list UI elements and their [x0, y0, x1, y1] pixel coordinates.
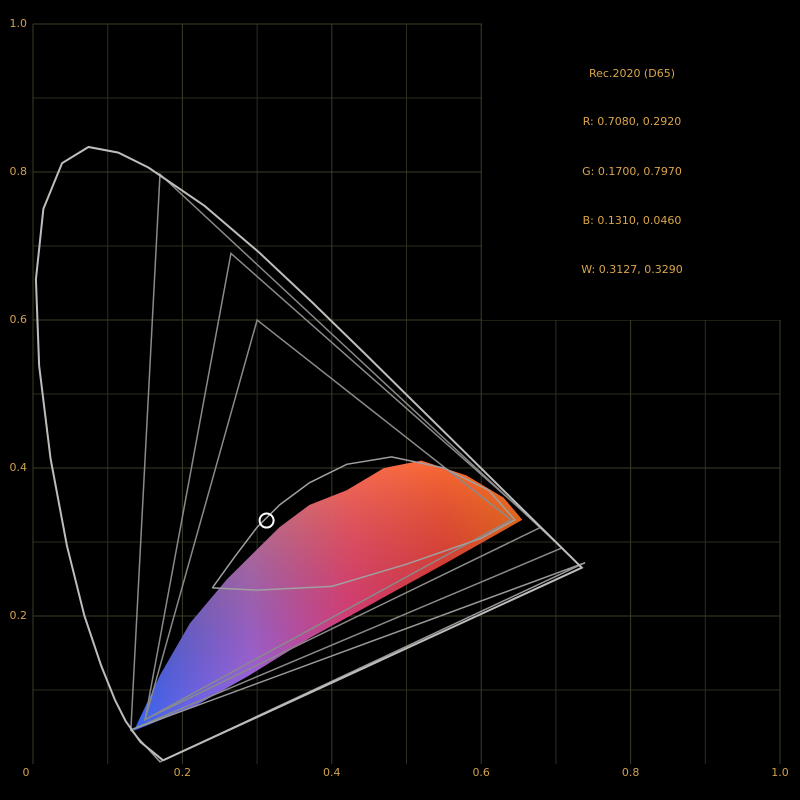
y-tick-label: 0.4	[10, 461, 28, 474]
x-tick-label: 1.0	[771, 766, 789, 779]
y-tick-label: 0.8	[10, 165, 28, 178]
x-tick-label: 0	[23, 766, 30, 779]
gamut-triangle	[130, 172, 563, 732]
gamut-name: Rec.2020 (D65)	[589, 67, 675, 80]
white-point-marker	[258, 512, 275, 529]
gamut-triangle	[143, 318, 512, 722]
x-tick-label: 0.2	[174, 766, 192, 779]
gamut-triangle	[144, 251, 542, 721]
y-tick-label: 0.6	[10, 313, 28, 326]
data-cloud-glow	[133, 460, 523, 731]
red-primary: R: 0.7080, 0.2920	[583, 115, 681, 128]
blue-primary: B: 0.1310, 0.0460	[583, 214, 682, 227]
info-panel	[482, 0, 800, 320]
boundary-curve	[211, 456, 516, 591]
white-point: W: 0.3127, 0.3290	[581, 263, 682, 276]
y-tick-label: 1.0	[10, 17, 28, 30]
x-tick-label: 0.6	[472, 766, 490, 779]
x-tick-label: 0.8	[622, 766, 640, 779]
x-tick-label: 0.4	[323, 766, 341, 779]
spectral-locus	[34, 145, 584, 762]
y-tick-label: 0.2	[10, 609, 28, 622]
green-primary: G: 0.1700, 0.7970	[582, 165, 682, 178]
info-text: Rec.2020 (D65) R: 0.7080, 0.2920 G: 0.17…	[581, 67, 682, 276]
